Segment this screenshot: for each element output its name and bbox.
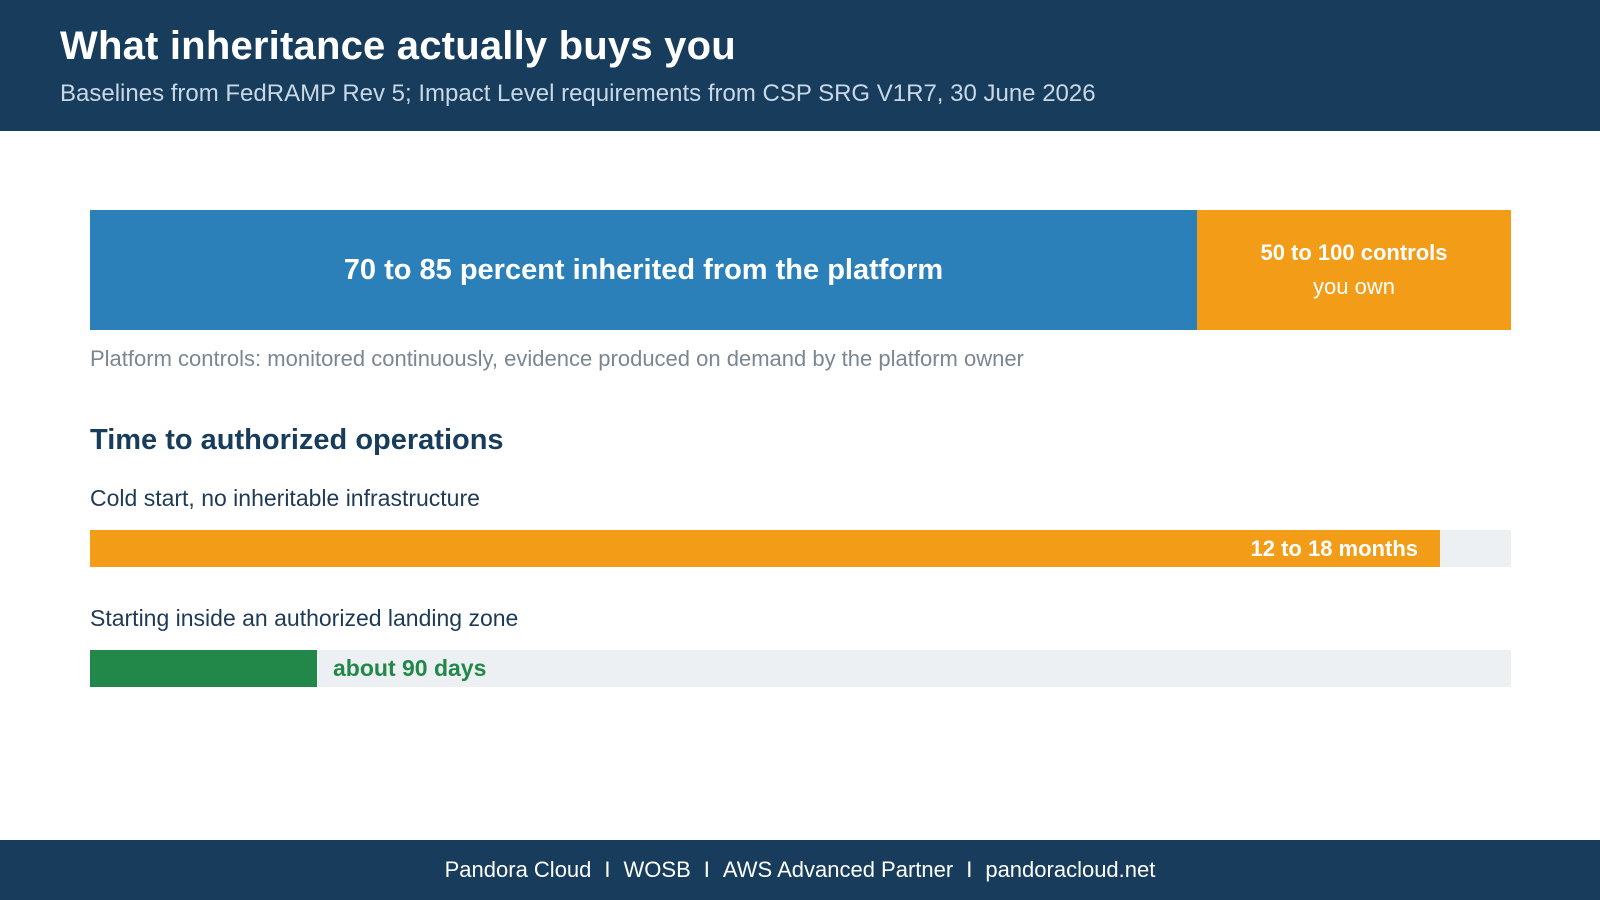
page-subtitle: Baselines from FedRAMP Rev 5; Impact Lev… (60, 80, 1096, 107)
footer-company: Pandora Cloud (444, 857, 592, 882)
timeline-heading: Time to authorized operations (90, 424, 504, 456)
owned-label-count: 50 to 100 controls (1260, 240, 1448, 265)
cold-start-bar (90, 530, 1440, 567)
footer-partner: AWS Advanced Partner (722, 857, 954, 882)
cold-start-value: 12 to 18 months (1250, 536, 1418, 561)
owned-label-text: you own (1313, 274, 1395, 299)
inherited-label: 70 to 85 percent inherited from the plat… (343, 253, 944, 286)
landing-zone-track: about 90 days (90, 650, 1511, 687)
footer-certification: WOSB (623, 857, 691, 882)
landing-zone-label: Starting inside an authorized landing zo… (90, 605, 519, 631)
cold-start-label: Cold start, no inheritable infrastructur… (90, 485, 480, 511)
owned-segment: 50 to 100 controls you own (1197, 210, 1511, 330)
inheritance-split-bar: 70 to 85 percent inherited from the plat… (90, 210, 1511, 330)
footer-separator: I (604, 857, 611, 882)
header-banner: What inheritance actually buys you Basel… (0, 0, 1600, 131)
landing-zone-value: about 90 days (333, 655, 487, 681)
footer-banner: Pandora Cloud I WOSB I AWS Advanced Part… (0, 840, 1600, 900)
inherited-segment: 70 to 85 percent inherited from the plat… (90, 210, 1197, 330)
landing-zone-bar (90, 650, 317, 687)
platform-controls-note: Platform controls: monitored continuousl… (90, 346, 1024, 371)
cold-start-track: 12 to 18 months (90, 530, 1511, 567)
footer-website: pandoracloud.net (985, 857, 1156, 882)
footer-separator: I (703, 857, 710, 882)
page-title: What inheritance actually buys you (60, 24, 736, 68)
footer-separator: I (966, 857, 973, 882)
